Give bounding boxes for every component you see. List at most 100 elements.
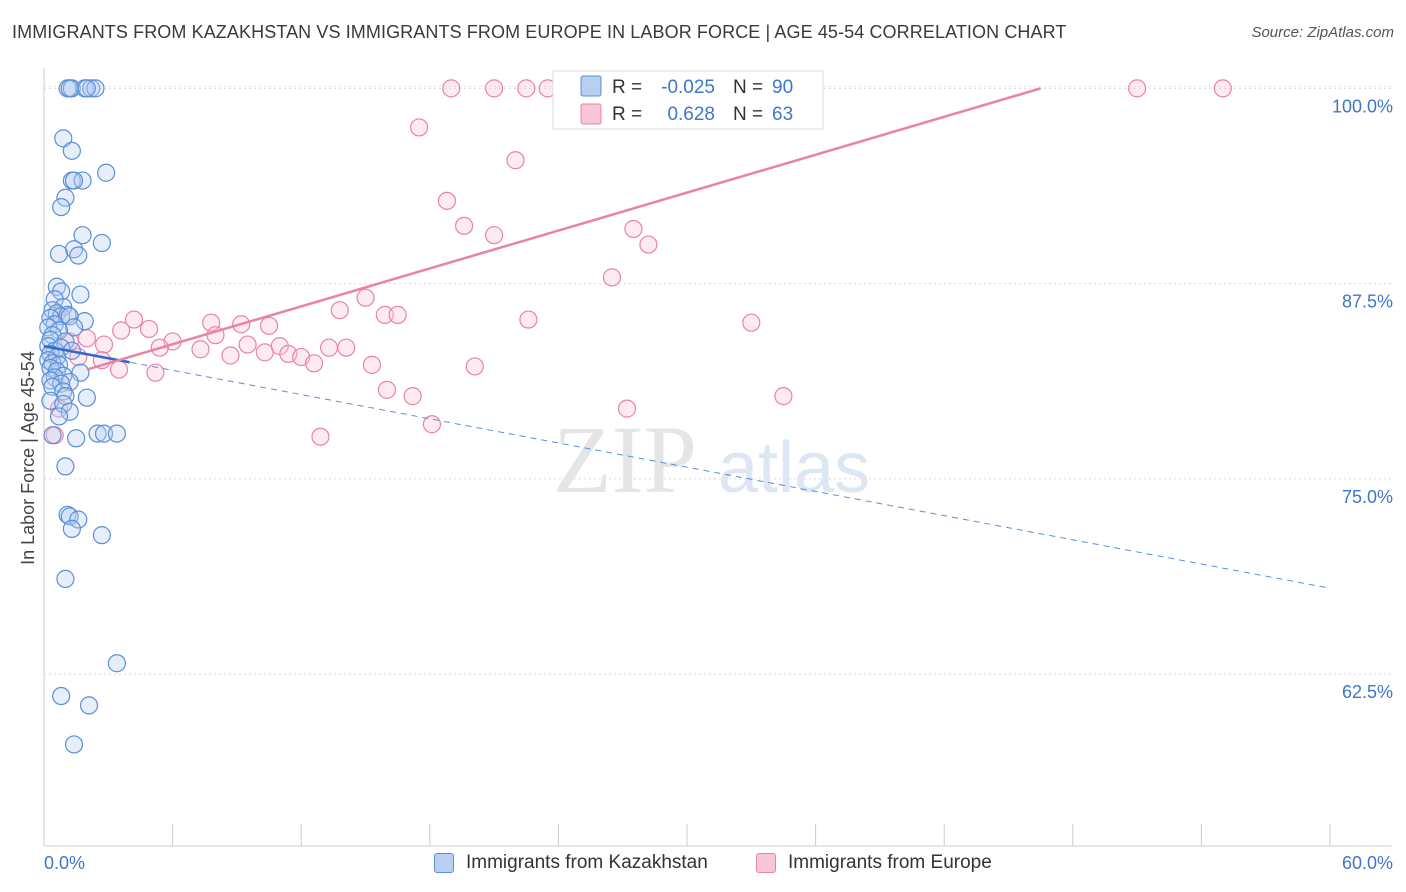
- point-europe: [259, 316, 279, 335]
- point-kazakhstan: [88, 424, 107, 443]
- axes: [43, 68, 1392, 847]
- point-europe: [437, 191, 457, 210]
- bottom-legend: Immigrants from Kazakhstan Immigrants fr…: [0, 852, 1406, 878]
- point-kazakhstan: [64, 318, 84, 337]
- point-kazakhstan: [52, 197, 71, 217]
- stats-legend: R = -0.025 N = 90 R = 0.628 N = 63: [552, 70, 824, 130]
- point-europe: [191, 340, 210, 359]
- gridlines: [44, 85, 1392, 675]
- point-kazakhstan: [82, 79, 101, 98]
- stats-r-label-europe: R =: [612, 104, 642, 125]
- point-europe: [485, 79, 504, 98]
- point-europe: [319, 338, 339, 357]
- point-europe: [506, 151, 525, 170]
- y-tick-label: 62.5%: [1342, 682, 1393, 702]
- point-kazakhstan: [69, 246, 88, 265]
- point-europe: [1127, 79, 1147, 98]
- point-kazakhstan: [71, 285, 90, 304]
- legend-label-kazakhstan: Immigrants from Kazakhstan: [466, 852, 708, 873]
- y-tick-label: 87.5%: [1342, 292, 1393, 312]
- stats-r-value-europe: 0.628: [667, 104, 715, 125]
- point-kazakhstan: [62, 141, 81, 160]
- point-kazakhstan: [92, 233, 111, 253]
- point-europe: [356, 288, 375, 307]
- point-kazakhstan: [73, 226, 92, 245]
- point-kazakhstan: [54, 382, 73, 401]
- point-europe: [109, 360, 129, 379]
- point-europe: [485, 226, 504, 245]
- point-europe: [112, 321, 131, 340]
- point-europe: [375, 305, 394, 324]
- x-tick-label-min: 0.0%: [44, 853, 85, 873]
- legend-item-europe: Immigrants from Europe: [756, 852, 992, 874]
- point-kazakhstan: [52, 686, 71, 706]
- trend-line-europe: [86, 87, 1042, 371]
- point-europe: [221, 346, 240, 365]
- point-europe: [639, 235, 658, 254]
- point-europe: [602, 268, 622, 287]
- point-europe: [517, 79, 536, 98]
- point-kazakhstan: [67, 429, 86, 448]
- watermark-zip: ZIP: [553, 406, 697, 513]
- trend-line-kazakhstan-dashed: [43, 345, 1331, 589]
- point-europe: [742, 313, 761, 332]
- point-europe: [388, 305, 407, 324]
- point-europe: [465, 357, 484, 376]
- point-kazakhstan: [56, 457, 75, 476]
- point-kazakhstan: [79, 696, 99, 715]
- data-points: [39, 79, 1232, 754]
- y-tick-labels: 62.5% 75.0% 87.5% 100.0%: [1332, 96, 1393, 702]
- legend-item-kazakhstan: Immigrants from Kazakhstan: [434, 852, 708, 874]
- point-kazakhstan: [43, 377, 62, 396]
- point-kazakhstan: [75, 312, 94, 331]
- point-kazakhstan: [97, 163, 116, 182]
- point-kazakhstan: [107, 654, 126, 673]
- stats-n-value-europe: 63: [772, 104, 793, 125]
- stats-swatch-europe: [580, 103, 602, 125]
- point-europe: [337, 338, 356, 357]
- point-europe: [377, 380, 397, 399]
- point-europe: [139, 319, 159, 339]
- point-europe: [1213, 79, 1232, 98]
- point-kazakhstan: [56, 569, 75, 588]
- point-europe: [454, 216, 474, 235]
- point-kazakhstan: [49, 244, 69, 264]
- point-kazakhstan: [77, 79, 96, 98]
- point-europe: [311, 427, 330, 446]
- point-kazakhstan: [64, 735, 84, 754]
- watermark: ZIP atlas: [553, 406, 870, 513]
- point-europe: [94, 335, 114, 354]
- stats-n-value-kazakhstan: 90: [772, 77, 793, 98]
- x-tick-label-max: 60.0%: [1342, 853, 1393, 873]
- point-kazakhstan: [92, 526, 111, 545]
- source-credit: Source: ZipAtlas.com: [1251, 24, 1394, 41]
- watermark-atlas: atlas: [718, 428, 870, 508]
- point-europe: [124, 310, 144, 329]
- point-europe: [330, 301, 349, 320]
- point-kazakhstan: [77, 388, 96, 407]
- stats-n-label-europe: N =: [733, 104, 763, 125]
- legend-swatch-kazakhstan: [434, 853, 454, 873]
- point-europe: [403, 387, 422, 406]
- point-kazakhstan: [60, 402, 79, 421]
- point-kazakhstan: [64, 171, 84, 190]
- stats-r-value-kazakhstan: -0.025: [661, 77, 715, 98]
- point-europe: [624, 219, 643, 239]
- point-europe: [519, 310, 538, 329]
- point-kazakhstan: [69, 510, 88, 529]
- y-tick-label: 100.0%: [1332, 96, 1393, 116]
- stats-swatch-kazakhstan: [580, 75, 602, 97]
- point-europe: [362, 355, 382, 374]
- point-europe: [442, 79, 461, 98]
- legend-swatch-europe: [756, 853, 776, 873]
- x-tick-labels: 0.0% 60.0%: [44, 853, 1393, 873]
- legend-label-europe: Immigrants from Europe: [788, 852, 992, 873]
- point-kazakhstan: [107, 424, 126, 443]
- y-axis-label: In Labor Force | Age 45-54: [18, 351, 38, 565]
- point-kazakhstan: [60, 79, 79, 98]
- point-europe: [304, 354, 324, 373]
- y-tick-label: 75.0%: [1342, 487, 1393, 507]
- trend-lines: [43, 87, 1331, 589]
- point-europe: [146, 363, 165, 382]
